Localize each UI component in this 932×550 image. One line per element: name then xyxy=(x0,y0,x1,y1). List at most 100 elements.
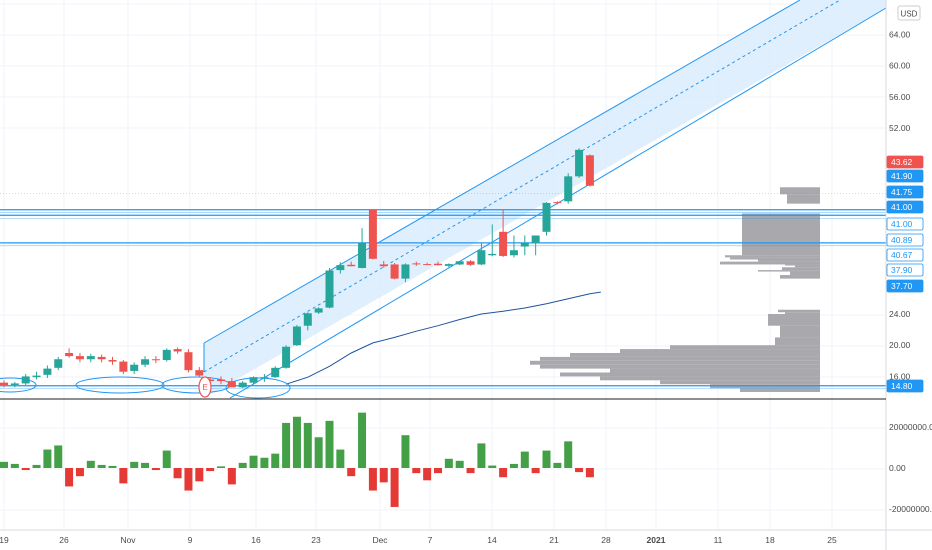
time-axis[interactable]: 19 26 Nov 9 16 23 Dec 7 14 21 28 2021 11 18 25 xyxy=(0,535,837,545)
candle-body xyxy=(54,359,63,368)
price-tag-box xyxy=(886,217,924,231)
volume-bar xyxy=(401,435,410,468)
time-tick-label: 28 xyxy=(601,535,611,545)
volume-profile-bar xyxy=(785,312,820,314)
earnings-marker-circle[interactable] xyxy=(198,376,212,398)
volume-bar xyxy=(238,462,247,468)
candle-body xyxy=(542,202,551,232)
time-tick-label: 23 xyxy=(311,535,321,545)
time-tick-label: 14 xyxy=(487,535,497,545)
candle-body xyxy=(10,383,19,385)
volume-profile-bar xyxy=(780,325,820,338)
candle-body xyxy=(401,264,410,279)
volume-bar xyxy=(390,468,399,507)
time-tick-label: 11 xyxy=(714,535,723,545)
volume-bar xyxy=(108,465,117,468)
volume-profile-bar xyxy=(540,364,820,369)
candle-body xyxy=(119,361,128,372)
earnings-marker[interactable]: E xyxy=(198,376,212,398)
price-tag-label: 40.67 xyxy=(891,250,913,260)
candle-body xyxy=(217,379,225,382)
candle-body xyxy=(412,263,421,265)
candle-body xyxy=(130,364,139,371)
candle-body xyxy=(282,346,291,368)
volume-bar xyxy=(151,468,160,471)
candle-body xyxy=(206,379,215,382)
volume-bar xyxy=(162,450,171,468)
volume-profile-bar xyxy=(660,380,820,385)
candle-body xyxy=(347,264,356,267)
candle-body xyxy=(358,242,367,268)
candle-body xyxy=(336,265,345,271)
volume-profile-bar xyxy=(742,213,820,256)
volume-bar xyxy=(54,445,63,468)
candle-body xyxy=(303,313,312,326)
candle-body xyxy=(227,381,236,388)
ellipse-annotation[interactable] xyxy=(0,377,37,393)
candle-body xyxy=(488,253,497,256)
price-tag-label: 37.70 xyxy=(891,281,913,291)
ellipse-annotation[interactable] xyxy=(75,376,165,394)
price-tick-label: 24.00 xyxy=(889,309,911,319)
candle-body xyxy=(325,270,334,308)
volume-bar xyxy=(585,468,594,478)
volume-bar xyxy=(423,468,432,481)
candle-body xyxy=(65,353,74,357)
volume-profile-bar xyxy=(768,314,820,326)
volume-profile-bar xyxy=(670,345,820,350)
volume-bar xyxy=(466,468,475,474)
price-tag-label: 41.90 xyxy=(891,171,913,181)
candle-body xyxy=(271,367,280,378)
volume-bar xyxy=(86,460,95,468)
price-tag-box xyxy=(886,248,924,262)
volume-bar xyxy=(21,468,30,471)
volume-bar xyxy=(477,443,486,468)
price-tag-box xyxy=(886,155,924,169)
candle-body xyxy=(86,356,95,360)
price-tag-box xyxy=(886,279,924,293)
drawn-ellipses[interactable] xyxy=(0,376,291,399)
time-tick-label: 16 xyxy=(251,535,261,545)
volume-profile-bar xyxy=(730,257,820,260)
volume-bar xyxy=(119,468,128,484)
candle-body xyxy=(444,264,453,266)
ellipse-annotation[interactable] xyxy=(225,377,291,399)
volume-bar xyxy=(206,468,215,472)
candlesticks xyxy=(0,148,594,389)
candle-body xyxy=(260,377,269,379)
horizontal-levels[interactable] xyxy=(0,193,886,390)
candle-body xyxy=(585,155,594,186)
price-tick-label: 56.00 xyxy=(889,92,911,102)
channel-fill xyxy=(204,0,886,398)
candle-body xyxy=(575,149,584,177)
price-tag-label: 40.89 xyxy=(891,235,913,245)
candle-body xyxy=(434,263,442,266)
price-tag-box xyxy=(886,185,924,199)
candle-body xyxy=(75,356,84,360)
candle-body xyxy=(520,242,529,247)
currency-button[interactable]: USD xyxy=(897,5,921,21)
candle-body xyxy=(249,377,258,383)
candle-body xyxy=(455,261,464,265)
candle-body xyxy=(477,250,486,265)
volume-bar xyxy=(575,468,584,473)
volume-bar xyxy=(564,441,573,468)
channel-median-line xyxy=(203,0,841,373)
channel-upper-line[interactable] xyxy=(203,0,801,344)
price-tag-label: 14.80 xyxy=(891,381,913,391)
volume-profile-bar xyxy=(782,267,820,271)
volume-bar xyxy=(531,468,540,474)
volume-bar xyxy=(10,463,19,468)
volume-bar xyxy=(43,449,52,468)
volume-bar xyxy=(509,463,518,468)
volume-profile-bar xyxy=(795,265,820,268)
volume-bar xyxy=(303,422,312,468)
time-tick-label: 19 xyxy=(0,535,9,545)
candle-body xyxy=(43,368,52,375)
volume-axis[interactable]: 20000000.00 0.00 -20000000.00 xyxy=(889,422,932,514)
candle-body xyxy=(423,264,432,266)
candle-body xyxy=(499,231,508,256)
time-tick-label: 18 xyxy=(765,535,775,545)
volume-profile-bar xyxy=(560,372,820,377)
